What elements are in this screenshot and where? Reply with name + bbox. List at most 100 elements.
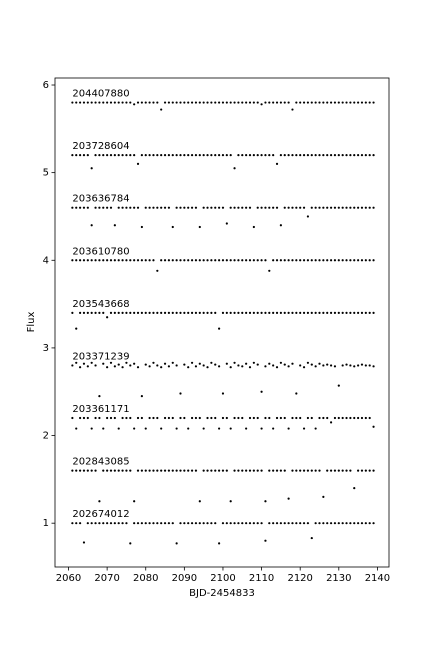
data-point — [264, 206, 267, 209]
data-point — [113, 365, 116, 368]
data-point — [218, 427, 221, 430]
data-point — [194, 469, 198, 472]
data-point — [264, 539, 267, 542]
data-point — [109, 206, 113, 209]
data-point — [86, 154, 89, 157]
data-point — [117, 259, 120, 262]
series-label: 202674012 — [72, 509, 129, 520]
data-point — [109, 416, 113, 420]
data-point — [333, 259, 337, 262]
data-point — [82, 101, 86, 104]
data-point — [109, 311, 113, 314]
data-point — [318, 154, 321, 157]
data-point — [241, 154, 244, 157]
data-point — [256, 259, 259, 262]
data-point — [264, 259, 267, 262]
data-point — [221, 392, 225, 395]
data-point — [291, 362, 294, 365]
data-point — [167, 101, 171, 104]
data-point — [129, 416, 132, 420]
data-point — [183, 101, 186, 104]
data-point — [221, 259, 225, 262]
data-point — [302, 427, 306, 430]
data-point — [372, 311, 375, 314]
x-axis-label: BJD-2454833 — [189, 588, 255, 599]
data-point — [125, 154, 128, 157]
data-point — [106, 366, 109, 369]
data-point — [295, 154, 298, 157]
data-point — [140, 469, 143, 472]
data-point — [275, 259, 279, 262]
data-point — [94, 469, 97, 472]
data-point — [194, 416, 198, 420]
data-point — [148, 416, 151, 420]
data-point — [86, 101, 89, 104]
data-point — [214, 311, 217, 314]
data-point — [364, 101, 367, 104]
data-point — [341, 522, 344, 525]
data-point — [329, 101, 333, 104]
data-point — [248, 154, 252, 157]
x-tick-label: 2110 — [249, 573, 274, 584]
data-point — [102, 522, 105, 525]
data-point — [233, 101, 236, 104]
data-point — [256, 522, 259, 525]
data-point — [163, 259, 167, 262]
data-point — [241, 522, 244, 525]
data-point — [245, 522, 248, 525]
data-point — [179, 469, 182, 472]
data-point — [194, 101, 198, 104]
data-point — [136, 522, 140, 525]
data-point — [117, 154, 120, 157]
data-point — [299, 522, 302, 525]
data-point — [283, 154, 286, 157]
data-point — [106, 416, 109, 420]
data-point — [322, 495, 325, 498]
data-point — [295, 206, 298, 209]
data-point — [187, 366, 190, 369]
data-point — [129, 154, 132, 157]
data-point — [233, 206, 236, 209]
data-point — [264, 365, 267, 368]
data-point — [341, 259, 344, 262]
data-point — [152, 154, 155, 157]
data-point — [357, 469, 360, 472]
data-point — [252, 225, 255, 229]
data-point — [372, 154, 375, 157]
data-point — [245, 101, 248, 104]
data-point — [117, 363, 120, 366]
data-point — [148, 311, 151, 314]
x-tick-label: 2080 — [133, 573, 158, 584]
data-point — [125, 101, 128, 104]
data-point — [86, 206, 89, 209]
data-point — [333, 365, 337, 368]
data-point — [299, 469, 302, 472]
data-point — [225, 101, 228, 104]
data-point — [272, 154, 275, 157]
data-point — [333, 154, 337, 157]
data-point — [136, 101, 140, 104]
data-point — [248, 259, 252, 262]
data-point — [82, 541, 86, 544]
data-point — [179, 206, 182, 209]
y-tick-label: 4 — [43, 255, 49, 266]
data-point — [187, 311, 190, 314]
data-point — [144, 259, 147, 262]
data-point — [125, 522, 128, 525]
data-point — [210, 259, 213, 262]
data-point — [310, 311, 313, 314]
data-point — [291, 154, 294, 157]
data-point — [210, 522, 213, 525]
data-point — [202, 469, 205, 472]
data-point — [148, 259, 151, 262]
data-point — [98, 101, 101, 104]
data-point — [86, 365, 89, 368]
data-point — [349, 311, 352, 314]
data-point — [214, 522, 217, 525]
data-point — [272, 259, 275, 262]
data-point — [82, 154, 86, 157]
data-point — [198, 225, 201, 229]
data-point — [198, 522, 201, 525]
data-point — [256, 101, 259, 104]
data-point — [252, 361, 255, 364]
